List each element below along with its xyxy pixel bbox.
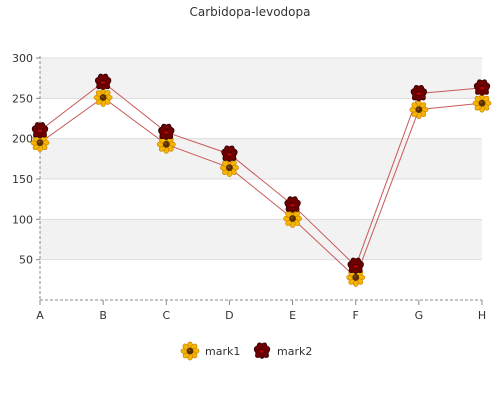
y-tick-label: 100 bbox=[12, 213, 33, 226]
mark2-point[interactable] bbox=[284, 196, 301, 213]
legend-item-mark2[interactable]: mark2 bbox=[253, 342, 312, 359]
mark1-point[interactable] bbox=[93, 87, 113, 108]
chart-title: Carbidopa-levodopa bbox=[190, 5, 311, 19]
x-tick-label: B bbox=[99, 309, 107, 322]
mark2-point[interactable] bbox=[31, 122, 49, 139]
mark1-point[interactable] bbox=[409, 100, 429, 120]
y-tick-label: 300 bbox=[12, 52, 33, 65]
legend-label-mark1: mark1 bbox=[205, 345, 240, 358]
y-tick-label: 250 bbox=[12, 92, 33, 105]
legend-label-mark2: mark2 bbox=[277, 345, 312, 358]
axes bbox=[39, 56, 482, 301]
x-tick-label: A bbox=[36, 309, 44, 322]
sunflower-icon bbox=[180, 341, 200, 361]
grid-bands bbox=[40, 58, 482, 260]
series-lines bbox=[39, 81, 483, 279]
y-axis-ticks: 50 100 150 200 250 300 bbox=[12, 52, 40, 267]
rose-icon bbox=[253, 342, 271, 359]
legend: mark1 mark2 bbox=[180, 341, 312, 361]
x-tick-label: H bbox=[478, 309, 486, 322]
y-tick-label: 200 bbox=[12, 133, 33, 146]
mark2-point[interactable] bbox=[158, 123, 175, 141]
x-tick-label: E bbox=[289, 309, 296, 322]
grid-band bbox=[40, 58, 482, 99]
grid-band bbox=[40, 138, 482, 179]
x-tick-label: D bbox=[225, 309, 233, 322]
mark1-point[interactable] bbox=[472, 93, 492, 113]
y-tick-label: 50 bbox=[19, 254, 33, 267]
x-axis-ticks: A B C D E F G H bbox=[36, 300, 486, 322]
x-tick-label: C bbox=[162, 309, 170, 322]
x-tick-label: F bbox=[353, 309, 359, 322]
series-line-mark2 bbox=[39, 81, 483, 268]
grid-band bbox=[40, 219, 482, 260]
series-line-mark1 bbox=[39, 96, 483, 279]
x-tick-label: G bbox=[415, 309, 424, 322]
legend-item-mark1[interactable]: mark1 bbox=[180, 341, 240, 361]
y-tick-label: 150 bbox=[12, 173, 33, 186]
